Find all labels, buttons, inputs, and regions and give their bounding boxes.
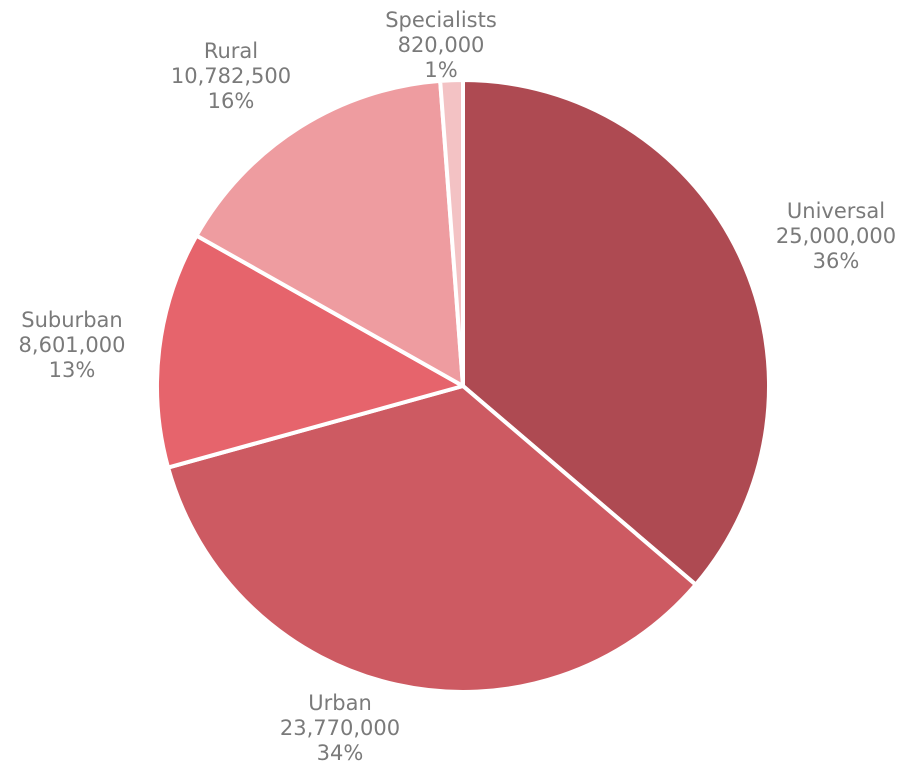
pie-slice-urban: [166, 384, 698, 694]
slice-label-suburban: Suburban: [21, 308, 122, 332]
slice-label-universal: Universal: [787, 199, 885, 223]
pie-slices: [155, 77, 771, 694]
slice-label-urban: Urban: [308, 691, 372, 715]
pie-slice-universal: [461, 78, 771, 587]
slice-value-suburban: 8,601,000: [19, 333, 126, 357]
pie-slice-rural: [194, 78, 465, 388]
slice-percent-universal: 36%: [813, 249, 860, 273]
slice-percent-urban: 34%: [317, 741, 364, 765]
slice-label-specialists: Specialists: [385, 8, 497, 32]
slice-value-specialists: 820,000: [398, 33, 485, 57]
slice-label-rural: Rural: [204, 39, 258, 63]
slice-value-urban: 23,770,000: [280, 716, 400, 740]
slice-value-rural: 10,782,500: [171, 64, 291, 88]
slice-percent-specialists: 1%: [424, 58, 457, 82]
slice-percent-suburban: 13%: [49, 358, 96, 382]
pie-slice-specialists: [438, 77, 465, 388]
slice-value-universal: 25,000,000: [776, 224, 896, 248]
pie-slice-suburban: [155, 233, 465, 470]
slice-percent-rural: 16%: [208, 89, 255, 113]
